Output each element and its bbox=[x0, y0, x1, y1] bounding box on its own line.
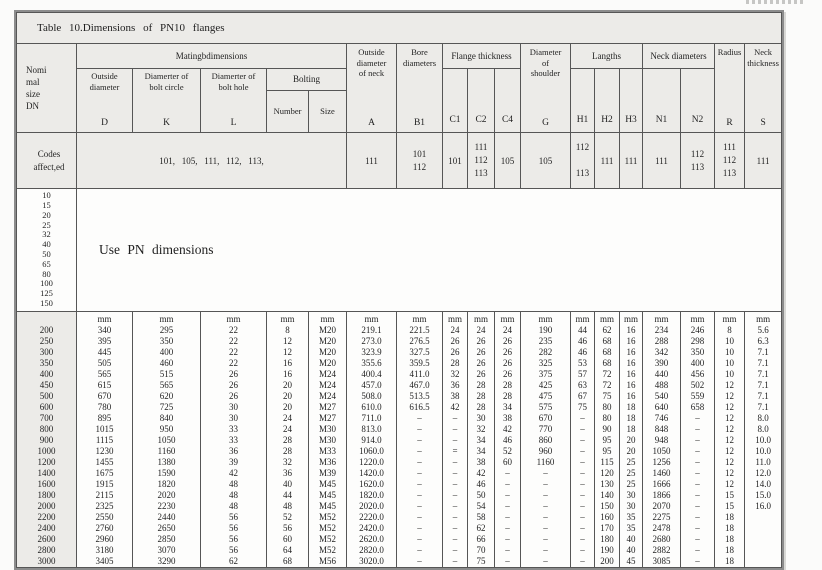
data-col-number: mm 8 12 12 16 16 20 20 20 24 24 28 28 32 36 40 44 48 52 56 6… bbox=[266, 311, 309, 568]
header-bolting-number: Number bbox=[266, 90, 309, 133]
codes-a: 111 bbox=[346, 132, 397, 189]
codes-c4: 105 bbox=[494, 132, 521, 189]
header-c1: C1 bbox=[442, 68, 468, 133]
codes-n1: 111 bbox=[642, 132, 681, 189]
codes-g: 105 bbox=[520, 132, 571, 189]
flange-dimensions-table: Table 10.Dimensions of PN10 flanges Nomi… bbox=[15, 12, 783, 568]
data-col-l: mm 22 22 22 22 26 26 26 30 30 33 33 36 39 42 48 48 48 56 56… bbox=[200, 311, 267, 568]
header-bolt-circle-label: Diamerter of bolt circle bbox=[144, 71, 189, 92]
header-flange-thickness: Flange thickness bbox=[442, 43, 521, 69]
codes-c1: 101 bbox=[442, 132, 468, 189]
header-bolt-circle-letter: K bbox=[163, 117, 170, 128]
codes-mating-dimensions: 101, 105, 111, 112, 113, bbox=[76, 132, 347, 189]
use-pn-dimensions-note: Use PN dimensions bbox=[75, 188, 783, 312]
data-col-dn: 200 250 300 350 400 450 500 600 700 800 900 1000 120… bbox=[16, 311, 77, 568]
header-c4: C4 bbox=[494, 68, 521, 133]
header-c2: C2 bbox=[467, 68, 495, 133]
header-n1: N1 bbox=[642, 68, 681, 133]
data-col-c2: mm 24 26 26 26 26 28 28 28 30 32 34 34 38 42 46 50 54 58 62… bbox=[467, 311, 495, 568]
header-h2: H2 bbox=[594, 68, 620, 133]
codes-c2: 111 112 113 bbox=[467, 132, 495, 189]
header-bolt-hole-label: Diamerter of bolt hole bbox=[211, 71, 256, 92]
header-langths: Langths bbox=[570, 43, 643, 69]
codes-h1: 112 113 bbox=[570, 132, 595, 189]
flange-dimensions-sheet: Table 10.Dimensions of PN10 flanges Nomi… bbox=[14, 10, 785, 570]
codes-h2: 111 bbox=[594, 132, 620, 189]
header-bolt-hole-l: Diamerter of bolt hole L bbox=[200, 68, 267, 133]
header-mating-dimensions: Matingbdimensions bbox=[76, 43, 347, 69]
table-title: Table 10.Dimensions of PN10 flanges bbox=[15, 12, 783, 44]
data-col-size: mm M20 M20 M20 M20 M24 M24 M24 M27 M27 M30 M30 M33 M3… bbox=[308, 311, 347, 568]
header-bolt-circle-k: Diamerter of bolt circle K bbox=[132, 68, 201, 133]
data-col-h3: mm 16 16 16 16 16 16 16 18 18 18 20 20 25 25 25 30 30 35 35… bbox=[619, 311, 643, 568]
header-neck-thickness-label: Neck thickness bbox=[747, 47, 779, 68]
header-n2: N2 bbox=[680, 68, 715, 133]
data-col-n1: mm 234 288 342 390 440 488 540 640 746 848 948 1050 1… bbox=[642, 311, 681, 568]
codes-s: 111 bbox=[743, 132, 783, 189]
header-shoulder-letter: G bbox=[542, 117, 549, 128]
data-col-s: mm 5.6 6.3 7.1 7.1 7.1 7.1 7.1 7.1 8.0 8.0 10.0 10.0… bbox=[743, 311, 783, 568]
header-outside-d-letter: D bbox=[101, 117, 108, 128]
data-col-k: mm 295 350 400 460 515 565 620 725 840 950 1050 1160… bbox=[132, 311, 201, 568]
header-bore-label: Bore diameters bbox=[402, 47, 437, 68]
data-col-n2: mm 246 298 350 400 456 502 559 658– – – – – – – – – – – – – – bbox=[680, 311, 715, 568]
codes-n2: 112 113 bbox=[680, 132, 715, 189]
header-diameter-of-shoulder-g: Diameter of shoulder G bbox=[520, 43, 571, 133]
header-h3: H3 bbox=[619, 68, 643, 133]
header-neck-thickness-s: Neck thickness S bbox=[743, 43, 783, 133]
header-nominal-size-dn: Nomi mal size DN bbox=[16, 43, 77, 133]
header-shoulder-label: Diameter of shoulder bbox=[529, 47, 562, 78]
data-col-d: mm 340 395 445 505 565 615 670 780 895 1015 1115 123… bbox=[76, 311, 133, 568]
codes-h3: 111 bbox=[619, 132, 643, 189]
header-outside-diameter-of-neck-a: Outside diameter of neck A bbox=[346, 43, 397, 133]
header-radius-label: Radius bbox=[717, 47, 742, 57]
data-col-c4: mm 24 26 26 26 26 28 28 34 38 42 46 52 60– – – – – – – – – bbox=[494, 311, 521, 568]
header-bore-letter: B1 bbox=[413, 117, 426, 128]
header-neck-od-letter: A bbox=[368, 117, 375, 128]
header-neck-diameters: Neck diameters bbox=[642, 43, 715, 69]
data-col-c1: mm 24 26 26 28 32 36 38 42– – – = – – – – – – – – – – bbox=[442, 311, 468, 568]
page-edge-text-fragment bbox=[746, 0, 804, 4]
header-bore-diameters-b1: Bore diameters B1 bbox=[396, 43, 443, 133]
codes-b1: 101 112 bbox=[396, 132, 443, 189]
codes-affected-label: Codes affect,ed bbox=[16, 132, 77, 189]
codes-r: 111 112 113 bbox=[714, 132, 745, 189]
header-neck-thickness-letter: S bbox=[760, 117, 766, 128]
data-col-g: mm 190 235 282 325 375 425 475 575 670 770 860 960 11… bbox=[520, 311, 571, 568]
header-neck-od-label: Outside diameter of neck bbox=[356, 47, 387, 78]
data-col-b1: mm 221.5 276.5 327.5 359.5 411.0 467.0 513.5 616… bbox=[396, 311, 443, 568]
data-col-a: mm 219.1 273.0 323.9 355.6 400.4 457.0 508.0 610… bbox=[346, 311, 397, 568]
header-bolting-size: Size bbox=[308, 90, 347, 133]
data-col-h2: mm 62 68 68 68 72 72 75 80 80 90 95 95 115 120 130 140 15… bbox=[594, 311, 620, 568]
data-col-r: mm 8 10 10 10 10 12 12 12 12 12 12 12 12 12 12 15 15 18 18 1… bbox=[714, 311, 745, 568]
header-bolt-hole-letter: L bbox=[230, 117, 237, 128]
header-outside-d-label: Outside diameter bbox=[89, 71, 120, 92]
pn-row-dn-values: 10 15 20 25 32 40 50 65 80 100 125 150 bbox=[16, 188, 77, 312]
header-radius-r: Radius R bbox=[714, 43, 745, 133]
data-col-h1: mm 44 46 46 53 57 63 67 75– – – – – – – – – – – – – – bbox=[570, 311, 595, 568]
header-outside-diameter-d: Outside diameter D bbox=[76, 68, 133, 133]
header-radius-letter: R bbox=[726, 117, 733, 128]
header-bolting: Bolting bbox=[266, 67, 347, 92]
header-h1: H1 bbox=[570, 68, 595, 133]
